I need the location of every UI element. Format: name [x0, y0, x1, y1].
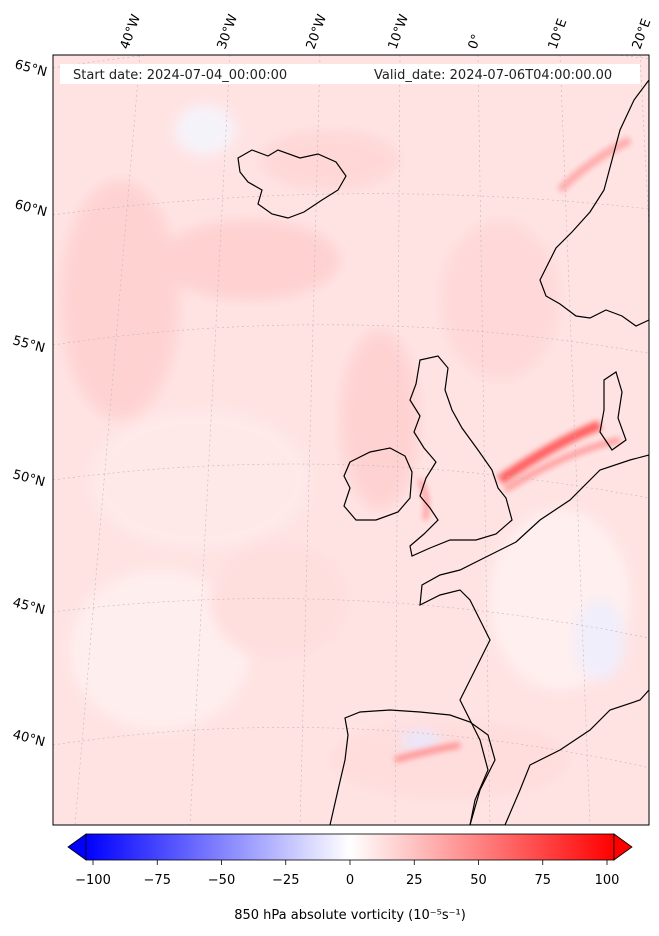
lat-label: 65°N	[13, 57, 49, 80]
colorbar-tick-label: −50	[208, 873, 235, 888]
lat-label: 55°N	[11, 333, 47, 356]
iberia-coast	[329, 709, 496, 825]
great-britain-coast	[409, 355, 513, 557]
date-header	[60, 64, 640, 84]
start-date: Start date: 2024-07-04_00:00:00	[73, 68, 287, 83]
lat-label: 40°N	[11, 727, 47, 750]
vorticity-field	[53, 55, 649, 825]
lat-labels: 65°N 60°N 55°N 50°N 45°N 40°N	[11, 57, 49, 750]
lon-label: 40°W	[118, 12, 144, 51]
ireland-coast	[343, 447, 413, 521]
lon-labels: 40°W 30°W 20°W 10°W 0° 10°E 20°E	[118, 12, 655, 51]
lat-label: 60°N	[13, 197, 49, 220]
lon-label: 0°	[466, 32, 485, 51]
lon-label: 20°E	[630, 17, 655, 52]
colorbar: −100 −75 −50 −25 0 25 50 75 100 850 hPa absolute…	[67, 833, 633, 923]
norway-coast	[539, 79, 649, 327]
colorbar-tick-label: −75	[144, 873, 171, 888]
colorbar-extend-high	[613, 833, 633, 861]
colorbar-bar	[85, 833, 615, 861]
colorbar-tick-label: −25	[272, 873, 299, 888]
lon-label: 10°W	[386, 12, 412, 51]
lat-label: 45°N	[11, 595, 47, 618]
colorbar-tick-label: −100	[75, 873, 111, 888]
iceland-coast	[237, 149, 347, 219]
denmark-coast	[599, 371, 627, 451]
colorbar-tick-label: 50	[470, 873, 487, 888]
colorbar-tick-label: 75	[534, 873, 551, 888]
continent-coast	[419, 454, 649, 825]
map-frame	[52, 54, 650, 826]
valid-date: Valid_date: 2024-07-06T04:00:00.00	[374, 68, 612, 83]
colorbar-tick-label: 0	[346, 873, 354, 888]
lon-label: 20°W	[304, 12, 330, 51]
colorbar-extend-low	[67, 833, 87, 861]
lat-label: 50°N	[11, 467, 47, 490]
coastlines	[237, 79, 649, 825]
lon-label: 30°W	[215, 12, 241, 51]
colorbar-tick-label: 25	[406, 873, 423, 888]
colorbar-tick-label: 100	[595, 873, 620, 888]
colorbar-label: 850 hPa absolute vorticity (10⁻⁵s⁻¹)	[234, 908, 466, 923]
lon-label: 10°E	[546, 17, 571, 52]
graticule	[53, 55, 649, 825]
